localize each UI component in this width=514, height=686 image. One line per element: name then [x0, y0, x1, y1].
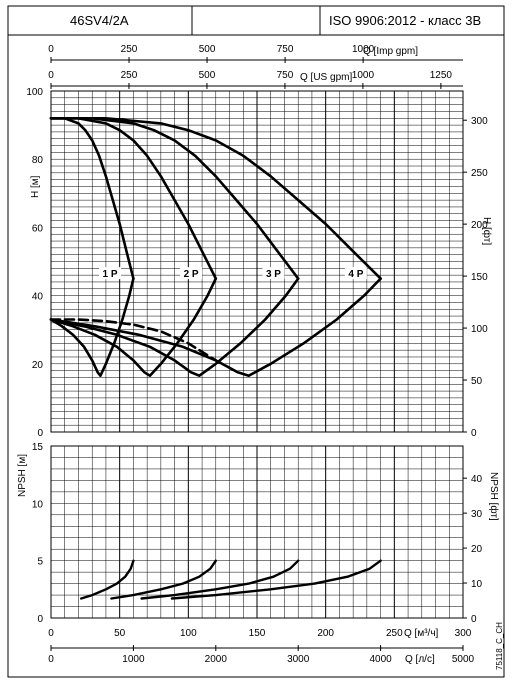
head-y-tick-label: 60: [32, 223, 44, 234]
curve-label: 3 P: [266, 269, 281, 280]
outer-frame: [7, 34, 505, 678]
npsh-x-tick-label: 200: [317, 628, 334, 639]
bottom-axis-tick-label: 0: [48, 654, 54, 665]
head-curve-1-p: [49, 117, 135, 280]
curve-label-bg: [262, 267, 285, 280]
efficiency-curve: [49, 277, 300, 377]
head-y2-tick-label: 50: [471, 376, 483, 387]
footer-code: 75118_C_CH: [495, 622, 504, 670]
head-y-tick-label: 20: [32, 360, 44, 371]
top-axis-tick-label: 500: [199, 44, 216, 55]
top-axis-tick-label: 0: [48, 44, 54, 55]
head-chart-curves: 1 P 2 P 3 P 4 P: [49, 117, 382, 377]
head-plot-frame: [50, 90, 464, 433]
curve-label-bg: [99, 267, 122, 280]
curve-label-bg: [180, 267, 203, 280]
top-axis-tick-label: 1000: [352, 70, 375, 81]
head-y-tick-label: 40: [32, 292, 44, 303]
npsh-y-title: NPSH [м]: [17, 454, 28, 497]
curve-label-bg: [344, 267, 367, 280]
head-y2-tick-label: 100: [471, 324, 488, 335]
model-label: 46SV4/2A: [70, 13, 129, 28]
top-axis-tick-label: 1250: [430, 70, 453, 81]
standard-label: ISO 9906:2012 - класс 3В: [329, 13, 481, 28]
npsh-curve-2-p: [110, 559, 217, 600]
head-y2-tick-label: 150: [471, 272, 488, 283]
head-y2-tick-label: 250: [471, 168, 488, 179]
efficiency-curve: [49, 277, 382, 377]
npsh-chart-grid: [50, 445, 464, 619]
head-y-tick-label: 80: [32, 155, 44, 166]
npsh-curve-4-p: [170, 559, 382, 600]
curve-label: 2 P: [184, 269, 199, 280]
npsh-y2-tick-label: 30: [471, 509, 483, 520]
curve-label: 4 P: [348, 269, 363, 280]
npsh-plot-frame: [50, 445, 464, 619]
bottom-axis-tick-label: 1000: [122, 654, 145, 665]
efficiency-curve: [49, 277, 218, 377]
bottom-axis-tick-label: 2000: [205, 654, 228, 665]
npsh-x-title: Q [м³/ч]: [404, 628, 439, 639]
top-axis-us-title: Q [US gpm]: [300, 72, 352, 83]
npsh-y-tick-label: 0: [37, 614, 43, 625]
npsh-y-tick-label: 10: [32, 499, 44, 510]
head-curve-3-p: [49, 117, 300, 280]
npsh-x-tick-label: 0: [48, 628, 54, 639]
top-axis-tick-label: 0: [48, 70, 54, 81]
bottom-axis-tick-label: 5000: [452, 654, 475, 665]
npsh-x2-title: Q [л/с]: [405, 654, 435, 665]
head-y-title: H [м]: [30, 175, 41, 198]
top-axis-tick-label: 1000: [352, 44, 375, 55]
top-axis-tick-label: 250: [121, 44, 138, 55]
npsh-y2-tick-label: 10: [471, 579, 483, 590]
head-y-tick-label: 100: [26, 87, 43, 98]
power-curve-dashed: [49, 318, 218, 362]
head-y2-tick-label: 200: [471, 220, 488, 231]
npsh-curve-1-p: [80, 559, 135, 600]
bottom-axis-tick-label: 3000: [287, 654, 310, 665]
top-axis-tick-label: 250: [121, 70, 138, 81]
efficiency-curve: [49, 277, 135, 377]
npsh-y2-tick-label: 20: [471, 544, 483, 555]
npsh-chart-curves: [80, 559, 382, 600]
bottom-axis-tick-label: 4000: [369, 654, 392, 665]
npsh-y-tick-label: 5: [37, 557, 43, 568]
top-axis-imp-title: Q [Imp gpm]: [363, 46, 418, 57]
npsh-x-tick-label: 150: [249, 628, 266, 639]
top-axis-tick-label: 750: [277, 70, 294, 81]
curve-label: 1 P: [103, 269, 118, 280]
head-y-tick-label: 0: [37, 428, 43, 439]
top-axis-tick-label: 500: [199, 70, 216, 81]
head-curve-2-p: [49, 117, 218, 280]
npsh-x-tick-label: 300: [455, 628, 472, 639]
npsh-x-tick-label: 100: [180, 628, 197, 639]
head-y2-title: H [фт]: [481, 217, 493, 245]
npsh-x-tick-label: 250: [386, 628, 403, 639]
head-y2-tick-label: 0: [471, 428, 477, 439]
head-chart-grid: [50, 90, 464, 433]
npsh-y2-title: NPSH [фт]: [488, 472, 500, 521]
head-curve-4-p: [49, 117, 382, 280]
npsh-curve-3-p: [140, 559, 300, 600]
npsh-y2-tick-label: 40: [471, 474, 483, 485]
top-axis-tick-label: 750: [277, 44, 294, 55]
npsh-y-tick-label: 15: [32, 442, 44, 453]
head-y2-tick-label: 300: [471, 116, 488, 127]
npsh-y2-tick-label: 0: [471, 614, 477, 625]
npsh-x-tick-label: 50: [114, 628, 126, 639]
